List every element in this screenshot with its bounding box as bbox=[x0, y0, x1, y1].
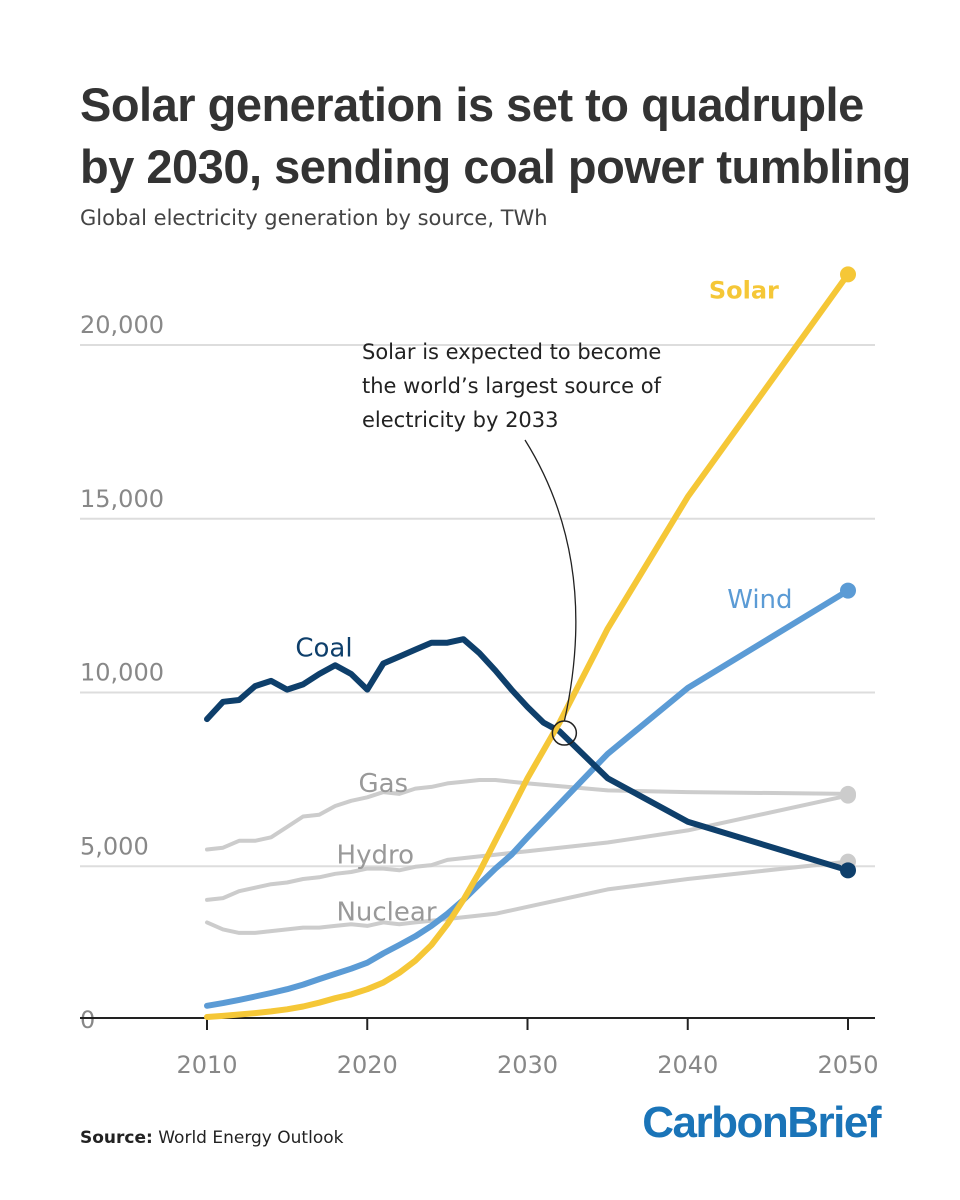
end-marker-coal bbox=[840, 862, 856, 879]
end-marker-solar bbox=[840, 266, 856, 283]
series-label-gas: Gas bbox=[358, 769, 408, 799]
series-label-coal: Coal bbox=[295, 634, 352, 664]
y-tick-label: 5,000 bbox=[80, 832, 149, 860]
carbonbrief-logo: CarbonBrief bbox=[642, 1098, 881, 1147]
x-tick-label: 2020 bbox=[337, 1051, 398, 1079]
series-line-hydro bbox=[205, 793, 850, 902]
label-layer: Gas Hydro Nuclear Wind Coal Solar bbox=[295, 277, 792, 928]
series-line-solar bbox=[204, 271, 851, 1020]
source-note: Source: World Energy Outlook bbox=[80, 1128, 343, 1148]
x-tick-label: 2050 bbox=[817, 1051, 878, 1079]
annotation-circle bbox=[551, 720, 578, 746]
y-tick-label: 15,000 bbox=[80, 485, 164, 513]
y-tick-label: 0 bbox=[80, 1006, 95, 1034]
grid-layer: 0 5,000 10,000 15,000 20,000 2010 2020 2030 2040… bbox=[80, 311, 879, 1079]
x-tick-label: 2040 bbox=[657, 1051, 718, 1079]
y-tick-label: 10,000 bbox=[80, 659, 164, 687]
series-label-nuclear: Nuclear bbox=[336, 898, 436, 928]
series-label-wind: Wind bbox=[727, 585, 792, 615]
end-marker-wind bbox=[840, 582, 856, 599]
series-label-hydro: Hydro bbox=[337, 840, 414, 870]
x-tick-label: 2030 bbox=[497, 1051, 558, 1079]
annotation-leader-line bbox=[524, 439, 577, 722]
y-tick-label: 20,000 bbox=[80, 311, 164, 339]
series-label-solar: Solar bbox=[709, 277, 779, 305]
chart-title: Solar generation is set to quadruple by … bbox=[80, 78, 911, 193]
x-tick-label: 2010 bbox=[176, 1051, 237, 1079]
annotation-layer: Solar is expected to become the world’s l… bbox=[362, 340, 662, 746]
end-marker-hydro bbox=[840, 787, 856, 804]
source-text: World Energy Outlook bbox=[158, 1128, 344, 1148]
chart-subtitle: Global electricity generation by source,… bbox=[80, 206, 548, 230]
series-layer bbox=[204, 271, 851, 1020]
annotation-text-line: electricity by 2033 bbox=[362, 408, 559, 432]
line-chart: 0 5,000 10,000 15,000 20,000 2010 2020 2030 2040… bbox=[80, 266, 879, 1079]
series-line-coal bbox=[204, 636, 851, 874]
series-line-nuclear bbox=[205, 859, 850, 935]
series-line-gas bbox=[205, 778, 850, 852]
series-line-wind bbox=[204, 587, 851, 1009]
marker-layer bbox=[840, 266, 856, 879]
source-label: Source: bbox=[80, 1128, 153, 1148]
annotation-text-line: the world’s largest source of bbox=[362, 374, 662, 398]
annotation-text-line: Solar is expected to become bbox=[362, 340, 661, 364]
